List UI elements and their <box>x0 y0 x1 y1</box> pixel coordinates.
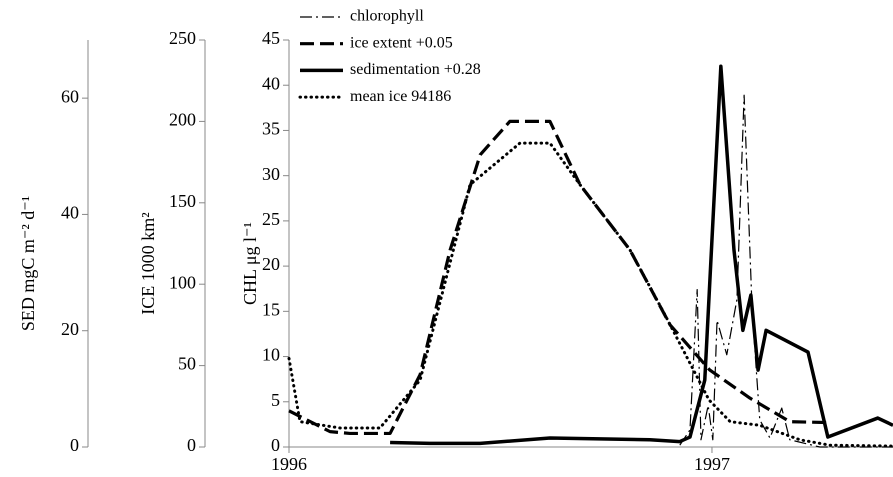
y-tick-label: 15 <box>262 299 280 319</box>
y-tick-label: 0 <box>271 435 280 455</box>
legend-label: mean ice 94186 <box>350 88 451 105</box>
y-tick-label: 35 <box>262 119 280 139</box>
y-tick-label: 20 <box>61 319 79 339</box>
y-tick-label: 0 <box>70 435 79 455</box>
y-tick-label: 25 <box>262 209 280 229</box>
y-tick-label: 0 <box>187 435 196 455</box>
y-tick-label: 10 <box>262 345 280 365</box>
y-tick-label: 20 <box>262 254 280 274</box>
y-tick-label: 45 <box>262 28 280 48</box>
legend-label: sedimentation +0.28 <box>350 61 481 78</box>
legend-label: chlorophyll <box>350 8 424 25</box>
y-tick-label: 40 <box>262 73 280 93</box>
y-tick-label: 250 <box>169 28 196 48</box>
y-axis-label: SED mgC m⁻² d⁻¹ <box>18 196 38 331</box>
x-tick-label: 1996 <box>271 454 307 474</box>
y-tick-label: 5 <box>271 390 280 410</box>
y-tick-label: 150 <box>169 191 196 211</box>
y-axis-label: CHL μg l⁻¹ <box>240 222 260 305</box>
y-tick-label: 60 <box>61 86 79 106</box>
legend-label: ice extent +0.05 <box>350 34 453 51</box>
y-tick-label: 200 <box>169 110 196 130</box>
y-tick-label: 30 <box>262 164 280 184</box>
series-line <box>288 119 831 436</box>
x-tick-label: 1997 <box>694 454 730 474</box>
y-tick-label: 50 <box>178 354 196 374</box>
series-line <box>390 64 893 446</box>
series-line <box>287 141 893 448</box>
y-tick-label: 40 <box>61 203 79 223</box>
y-axis-label: ICE 1000 km² <box>138 212 158 314</box>
y-tick-label: 100 <box>169 272 196 292</box>
